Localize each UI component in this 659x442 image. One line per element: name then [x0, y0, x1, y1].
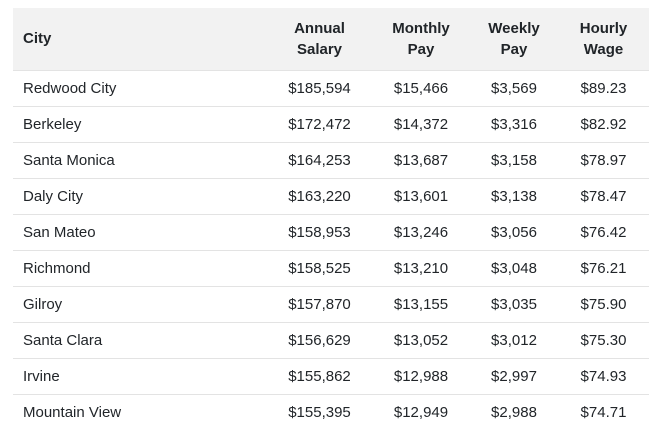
cell-city: Mountain View: [23, 403, 122, 421]
header-label-line: Monthly: [392, 19, 450, 37]
cell-weekly-pay: $3,316: [491, 115, 537, 133]
cell-city: Gilroy: [23, 295, 63, 313]
cell-monthly-pay: $15,466: [393, 79, 449, 97]
cell-city: Santa Clara: [23, 331, 103, 349]
table-row: Richmond $158,525 $13,210 $3,048 $76.21: [13, 250, 649, 286]
cell-hourly-wage: $75.90: [580, 295, 627, 313]
cell-monthly-pay: $13,052: [393, 331, 449, 349]
header-label-line: Annual: [294, 19, 345, 37]
cell-weekly-pay: $3,012: [491, 331, 537, 349]
cell-hourly-wage: $75.30: [580, 331, 627, 349]
cell-monthly-pay: $13,246: [393, 223, 449, 241]
cell-monthly-pay: $12,988: [393, 367, 449, 385]
cell-hourly-wage: $74.93: [580, 367, 627, 385]
cell-weekly-pay: $3,048: [491, 259, 537, 277]
cell-hourly-wage: $78.97: [580, 151, 627, 169]
cell-annual-salary: $155,395: [288, 403, 351, 421]
salary-table-container: City Annual Salary Monthly Pay Weekly Pa…: [13, 8, 649, 430]
cell-city: Daly City: [23, 187, 84, 205]
table-row: San Mateo $158,953 $13,246 $3,056 $76.42: [13, 214, 649, 250]
header-label-line: Wage: [583, 40, 624, 58]
cell-hourly-wage: $76.21: [580, 259, 627, 277]
header-row: City Annual Salary Monthly Pay Weekly Pa…: [13, 8, 649, 70]
column-header-weekly-pay: Weekly Pay: [470, 8, 558, 70]
cell-monthly-pay: $14,372: [393, 115, 449, 133]
cell-annual-salary: $163,220: [288, 187, 351, 205]
table-row: Santa Clara $156,629 $13,052 $3,012 $75.30: [13, 322, 649, 358]
table-row: Redwood City $185,594 $15,466 $3,569 $89.23: [13, 70, 649, 106]
cell-city: Berkeley: [23, 115, 82, 133]
header-label-line: Pay: [500, 40, 528, 58]
table-row: Mountain View $155,395 $12,949 $2,988 $74.71: [13, 394, 649, 430]
cell-weekly-pay: $2,997: [491, 367, 537, 385]
cell-weekly-pay: $2,988: [491, 403, 537, 421]
cell-annual-salary: $164,253: [288, 151, 351, 169]
table-row: Gilroy $157,870 $13,155 $3,035 $75.90: [13, 286, 649, 322]
salary-table: City Annual Salary Monthly Pay Weekly Pa…: [13, 8, 649, 430]
table-row: Daly City $163,220 $13,601 $3,138 $78.47: [13, 178, 649, 214]
cell-hourly-wage: $89.23: [580, 79, 627, 97]
cell-city: Irvine: [23, 367, 60, 385]
table-row: Santa Monica $164,253 $13,687 $3,158 $78.97: [13, 142, 649, 178]
header-label-line: Salary: [296, 40, 343, 58]
cell-monthly-pay: $12,949: [393, 403, 449, 421]
table-row: Irvine $155,862 $12,988 $2,997 $74.93: [13, 358, 649, 394]
cell-city: Richmond: [23, 259, 91, 277]
table-header: City Annual Salary Monthly Pay Weekly Pa…: [13, 8, 649, 70]
cell-annual-salary: $158,953: [288, 223, 351, 241]
cell-annual-salary: $155,862: [288, 367, 351, 385]
cell-monthly-pay: $13,601: [393, 187, 449, 205]
cell-annual-salary: $158,525: [288, 259, 351, 277]
header-label-line: City: [23, 30, 52, 48]
cell-city: San Mateo: [23, 223, 96, 241]
header-label-line: Pay: [407, 40, 435, 58]
header-label-line: Hourly: [579, 19, 628, 37]
cell-annual-salary: $172,472: [288, 115, 351, 133]
cell-annual-salary: $156,629: [288, 331, 351, 349]
column-header-hourly-wage: Hourly Wage: [558, 8, 649, 70]
cell-annual-salary: $157,870: [288, 295, 351, 313]
cell-city: Redwood City: [23, 79, 117, 97]
header-label-line: Weekly: [488, 19, 540, 37]
cell-monthly-pay: $13,687: [393, 151, 449, 169]
column-header-monthly-pay: Monthly Pay: [372, 8, 470, 70]
cell-monthly-pay: $13,210: [393, 259, 449, 277]
column-header-city: City: [13, 8, 267, 70]
cell-hourly-wage: $78.47: [580, 187, 627, 205]
table-body: Redwood City $185,594 $15,466 $3,569 $89.23 B…: [13, 70, 649, 430]
cell-weekly-pay: $3,138: [491, 187, 537, 205]
cell-weekly-pay: $3,056: [491, 223, 537, 241]
cell-annual-salary: $185,594: [288, 79, 351, 97]
cell-weekly-pay: $3,035: [491, 295, 537, 313]
column-header-annual-salary: Annual Salary: [267, 8, 372, 70]
cell-weekly-pay: $3,158: [491, 151, 537, 169]
cell-monthly-pay: $13,155: [393, 295, 449, 313]
table-row: Berkeley $172,472 $14,372 $3,316 $82.92: [13, 106, 649, 142]
cell-hourly-wage: $82.92: [580, 115, 627, 133]
cell-hourly-wage: $76.42: [580, 223, 627, 241]
cell-weekly-pay: $3,569: [491, 79, 537, 97]
cell-city: Santa Monica: [23, 151, 115, 169]
cell-hourly-wage: $74.71: [580, 403, 627, 421]
